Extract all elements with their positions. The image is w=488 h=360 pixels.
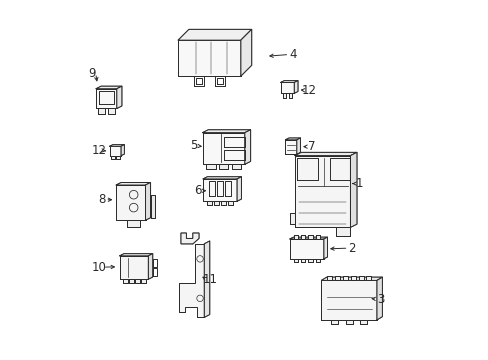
Polygon shape <box>206 201 211 205</box>
Polygon shape <box>359 320 366 324</box>
Polygon shape <box>321 280 376 320</box>
Polygon shape <box>289 213 294 224</box>
Polygon shape <box>96 86 122 89</box>
Polygon shape <box>128 279 133 283</box>
Polygon shape <box>282 93 286 98</box>
Polygon shape <box>202 133 244 164</box>
Polygon shape <box>204 241 209 318</box>
Polygon shape <box>219 164 228 169</box>
Polygon shape <box>202 130 250 133</box>
Polygon shape <box>350 276 355 280</box>
Text: 4: 4 <box>288 48 296 61</box>
Polygon shape <box>178 40 241 76</box>
Polygon shape <box>120 254 152 256</box>
Polygon shape <box>117 86 122 108</box>
Polygon shape <box>280 81 297 82</box>
Polygon shape <box>140 279 145 283</box>
Polygon shape <box>308 259 312 262</box>
Polygon shape <box>109 146 121 156</box>
Polygon shape <box>206 164 215 169</box>
Polygon shape <box>294 81 297 93</box>
Polygon shape <box>301 259 305 262</box>
Polygon shape <box>237 177 241 201</box>
Polygon shape <box>148 254 152 279</box>
Polygon shape <box>122 279 127 283</box>
Text: 8: 8 <box>98 193 105 206</box>
Polygon shape <box>301 235 305 239</box>
Polygon shape <box>308 235 312 239</box>
Polygon shape <box>366 276 371 280</box>
Text: 11: 11 <box>203 273 218 286</box>
Polygon shape <box>221 201 226 205</box>
Polygon shape <box>294 156 350 227</box>
Polygon shape <box>203 177 241 179</box>
Polygon shape <box>116 183 150 185</box>
Polygon shape <box>335 227 350 236</box>
Polygon shape <box>134 279 139 283</box>
Polygon shape <box>342 276 347 280</box>
Polygon shape <box>330 320 338 324</box>
Text: 12: 12 <box>92 144 106 157</box>
Polygon shape <box>241 30 251 76</box>
Polygon shape <box>315 259 319 262</box>
Polygon shape <box>293 235 298 239</box>
Polygon shape <box>350 152 356 227</box>
Polygon shape <box>228 201 233 205</box>
Polygon shape <box>181 233 199 244</box>
Polygon shape <box>280 82 294 93</box>
Polygon shape <box>116 156 120 159</box>
Polygon shape <box>285 140 296 154</box>
Polygon shape <box>326 276 331 280</box>
Polygon shape <box>179 244 204 318</box>
Text: 2: 2 <box>347 242 355 255</box>
Text: 3: 3 <box>376 293 384 306</box>
Polygon shape <box>244 130 250 164</box>
Text: 12: 12 <box>301 84 316 97</box>
Polygon shape <box>285 138 300 140</box>
Polygon shape <box>293 259 298 262</box>
Polygon shape <box>315 235 319 239</box>
Polygon shape <box>289 237 327 239</box>
Polygon shape <box>120 256 148 279</box>
Polygon shape <box>288 93 292 98</box>
Polygon shape <box>294 152 356 156</box>
Polygon shape <box>203 179 237 201</box>
Text: 7: 7 <box>307 140 315 153</box>
Polygon shape <box>98 108 104 114</box>
Polygon shape <box>231 164 241 169</box>
Polygon shape <box>109 145 124 146</box>
Text: 9: 9 <box>88 67 96 80</box>
Polygon shape <box>145 183 150 220</box>
Polygon shape <box>334 276 339 280</box>
Polygon shape <box>376 277 382 320</box>
Polygon shape <box>108 108 115 114</box>
Text: 5: 5 <box>189 139 197 152</box>
Polygon shape <box>116 185 145 220</box>
Polygon shape <box>111 156 115 159</box>
Polygon shape <box>321 277 382 280</box>
Polygon shape <box>296 138 300 154</box>
Polygon shape <box>214 201 219 205</box>
Text: 6: 6 <box>194 184 201 197</box>
Polygon shape <box>289 239 323 259</box>
Polygon shape <box>323 237 327 259</box>
Polygon shape <box>358 276 363 280</box>
Polygon shape <box>150 195 155 218</box>
Polygon shape <box>345 320 352 324</box>
Polygon shape <box>178 30 251 40</box>
Text: 1: 1 <box>355 177 362 190</box>
Polygon shape <box>127 220 140 227</box>
Polygon shape <box>121 145 124 156</box>
Polygon shape <box>96 89 117 108</box>
Text: 10: 10 <box>92 261 106 274</box>
